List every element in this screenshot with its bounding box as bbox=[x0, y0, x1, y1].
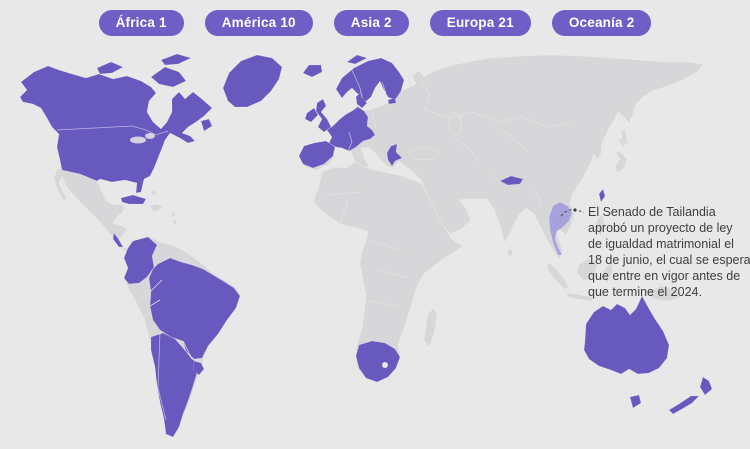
island-baffin[interactable] bbox=[150, 66, 187, 88]
island-sumatra bbox=[546, 261, 570, 290]
country-borders-gray bbox=[149, 79, 573, 360]
country-chile-argentina[interactable] bbox=[150, 332, 200, 438]
island-sri-lanka bbox=[506, 247, 514, 258]
country-iceland[interactable] bbox=[302, 64, 323, 78]
country-new-zealand-south[interactable] bbox=[668, 395, 700, 415]
highlighted-landmass-group bbox=[19, 53, 713, 438]
island-svalbard[interactable] bbox=[346, 54, 368, 65]
country-south-africa[interactable] bbox=[355, 340, 401, 383]
country-costa-rica[interactable] bbox=[112, 232, 124, 248]
island-ellesmere[interactable] bbox=[160, 53, 192, 66]
island-newfoundland[interactable] bbox=[200, 118, 213, 132]
lesotho-cutout bbox=[382, 362, 388, 368]
island-lesser-antilles bbox=[170, 211, 178, 226]
country-canada-usa-alaska[interactable] bbox=[19, 65, 213, 194]
country-africa bbox=[313, 160, 464, 383]
continent-filter-bar: África 1 América 10 Asia 2 Europa 21 Oce… bbox=[0, 10, 750, 36]
filter-button-america[interactable]: América 10 bbox=[204, 10, 313, 36]
country-uruguay[interactable] bbox=[192, 360, 205, 376]
country-france-germany-alpine[interactable] bbox=[326, 106, 376, 152]
island-sulawesi bbox=[601, 262, 614, 284]
country-eurasia-mainland bbox=[297, 54, 704, 260]
island-bahamas bbox=[150, 189, 157, 196]
filter-button-europa[interactable]: Europa 21 bbox=[429, 10, 531, 36]
callout-anchor-dot bbox=[573, 208, 577, 212]
island-honshu bbox=[614, 150, 628, 174]
country-cuba[interactable] bbox=[120, 194, 147, 205]
great-lakes bbox=[130, 136, 146, 144]
island-new-guinea bbox=[646, 285, 682, 302]
country-ireland[interactable] bbox=[304, 107, 319, 123]
country-mexico-central-america bbox=[53, 167, 136, 254]
thailand-annotation-text: El Senado de Tailandia aprobó un proyect… bbox=[588, 205, 750, 299]
island-madagascar bbox=[423, 307, 438, 349]
country-estonia[interactable] bbox=[387, 97, 397, 105]
country-thailand-pending[interactable] bbox=[548, 201, 573, 256]
country-spain-portugal[interactable] bbox=[298, 140, 336, 169]
country-nepal[interactable] bbox=[499, 175, 524, 186]
thailand-callout-line bbox=[560, 208, 585, 217]
country-greece[interactable] bbox=[386, 143, 403, 167]
hudson-james-bay bbox=[151, 101, 165, 123]
country-borders-purple bbox=[56, 69, 387, 421]
island-borneo bbox=[576, 257, 598, 282]
island-victoria[interactable] bbox=[96, 61, 124, 75]
island-philippines bbox=[594, 213, 606, 237]
island-java bbox=[566, 292, 594, 302]
country-australia[interactable] bbox=[583, 295, 670, 375]
country-united-kingdom[interactable] bbox=[315, 98, 332, 133]
country-greenland[interactable] bbox=[222, 54, 283, 108]
island-sakhalin bbox=[620, 128, 628, 150]
country-scandinavia[interactable] bbox=[335, 57, 405, 103]
great-lakes-2 bbox=[145, 133, 155, 139]
island-hispaniola bbox=[148, 203, 164, 213]
country-taiwan[interactable] bbox=[598, 188, 606, 203]
filter-button-asia[interactable]: Asia 2 bbox=[333, 10, 409, 36]
caspian-sea bbox=[448, 111, 462, 137]
country-colombia-ecuador[interactable] bbox=[123, 236, 158, 285]
filter-button-africa[interactable]: África 1 bbox=[98, 10, 184, 36]
country-new-zealand-north[interactable] bbox=[699, 376, 713, 396]
island-tasmania[interactable] bbox=[629, 394, 642, 409]
country-denmark[interactable] bbox=[355, 91, 368, 109]
black-sea bbox=[408, 147, 440, 161]
filter-button-oceania[interactable]: Oceanía 2 bbox=[551, 10, 652, 36]
